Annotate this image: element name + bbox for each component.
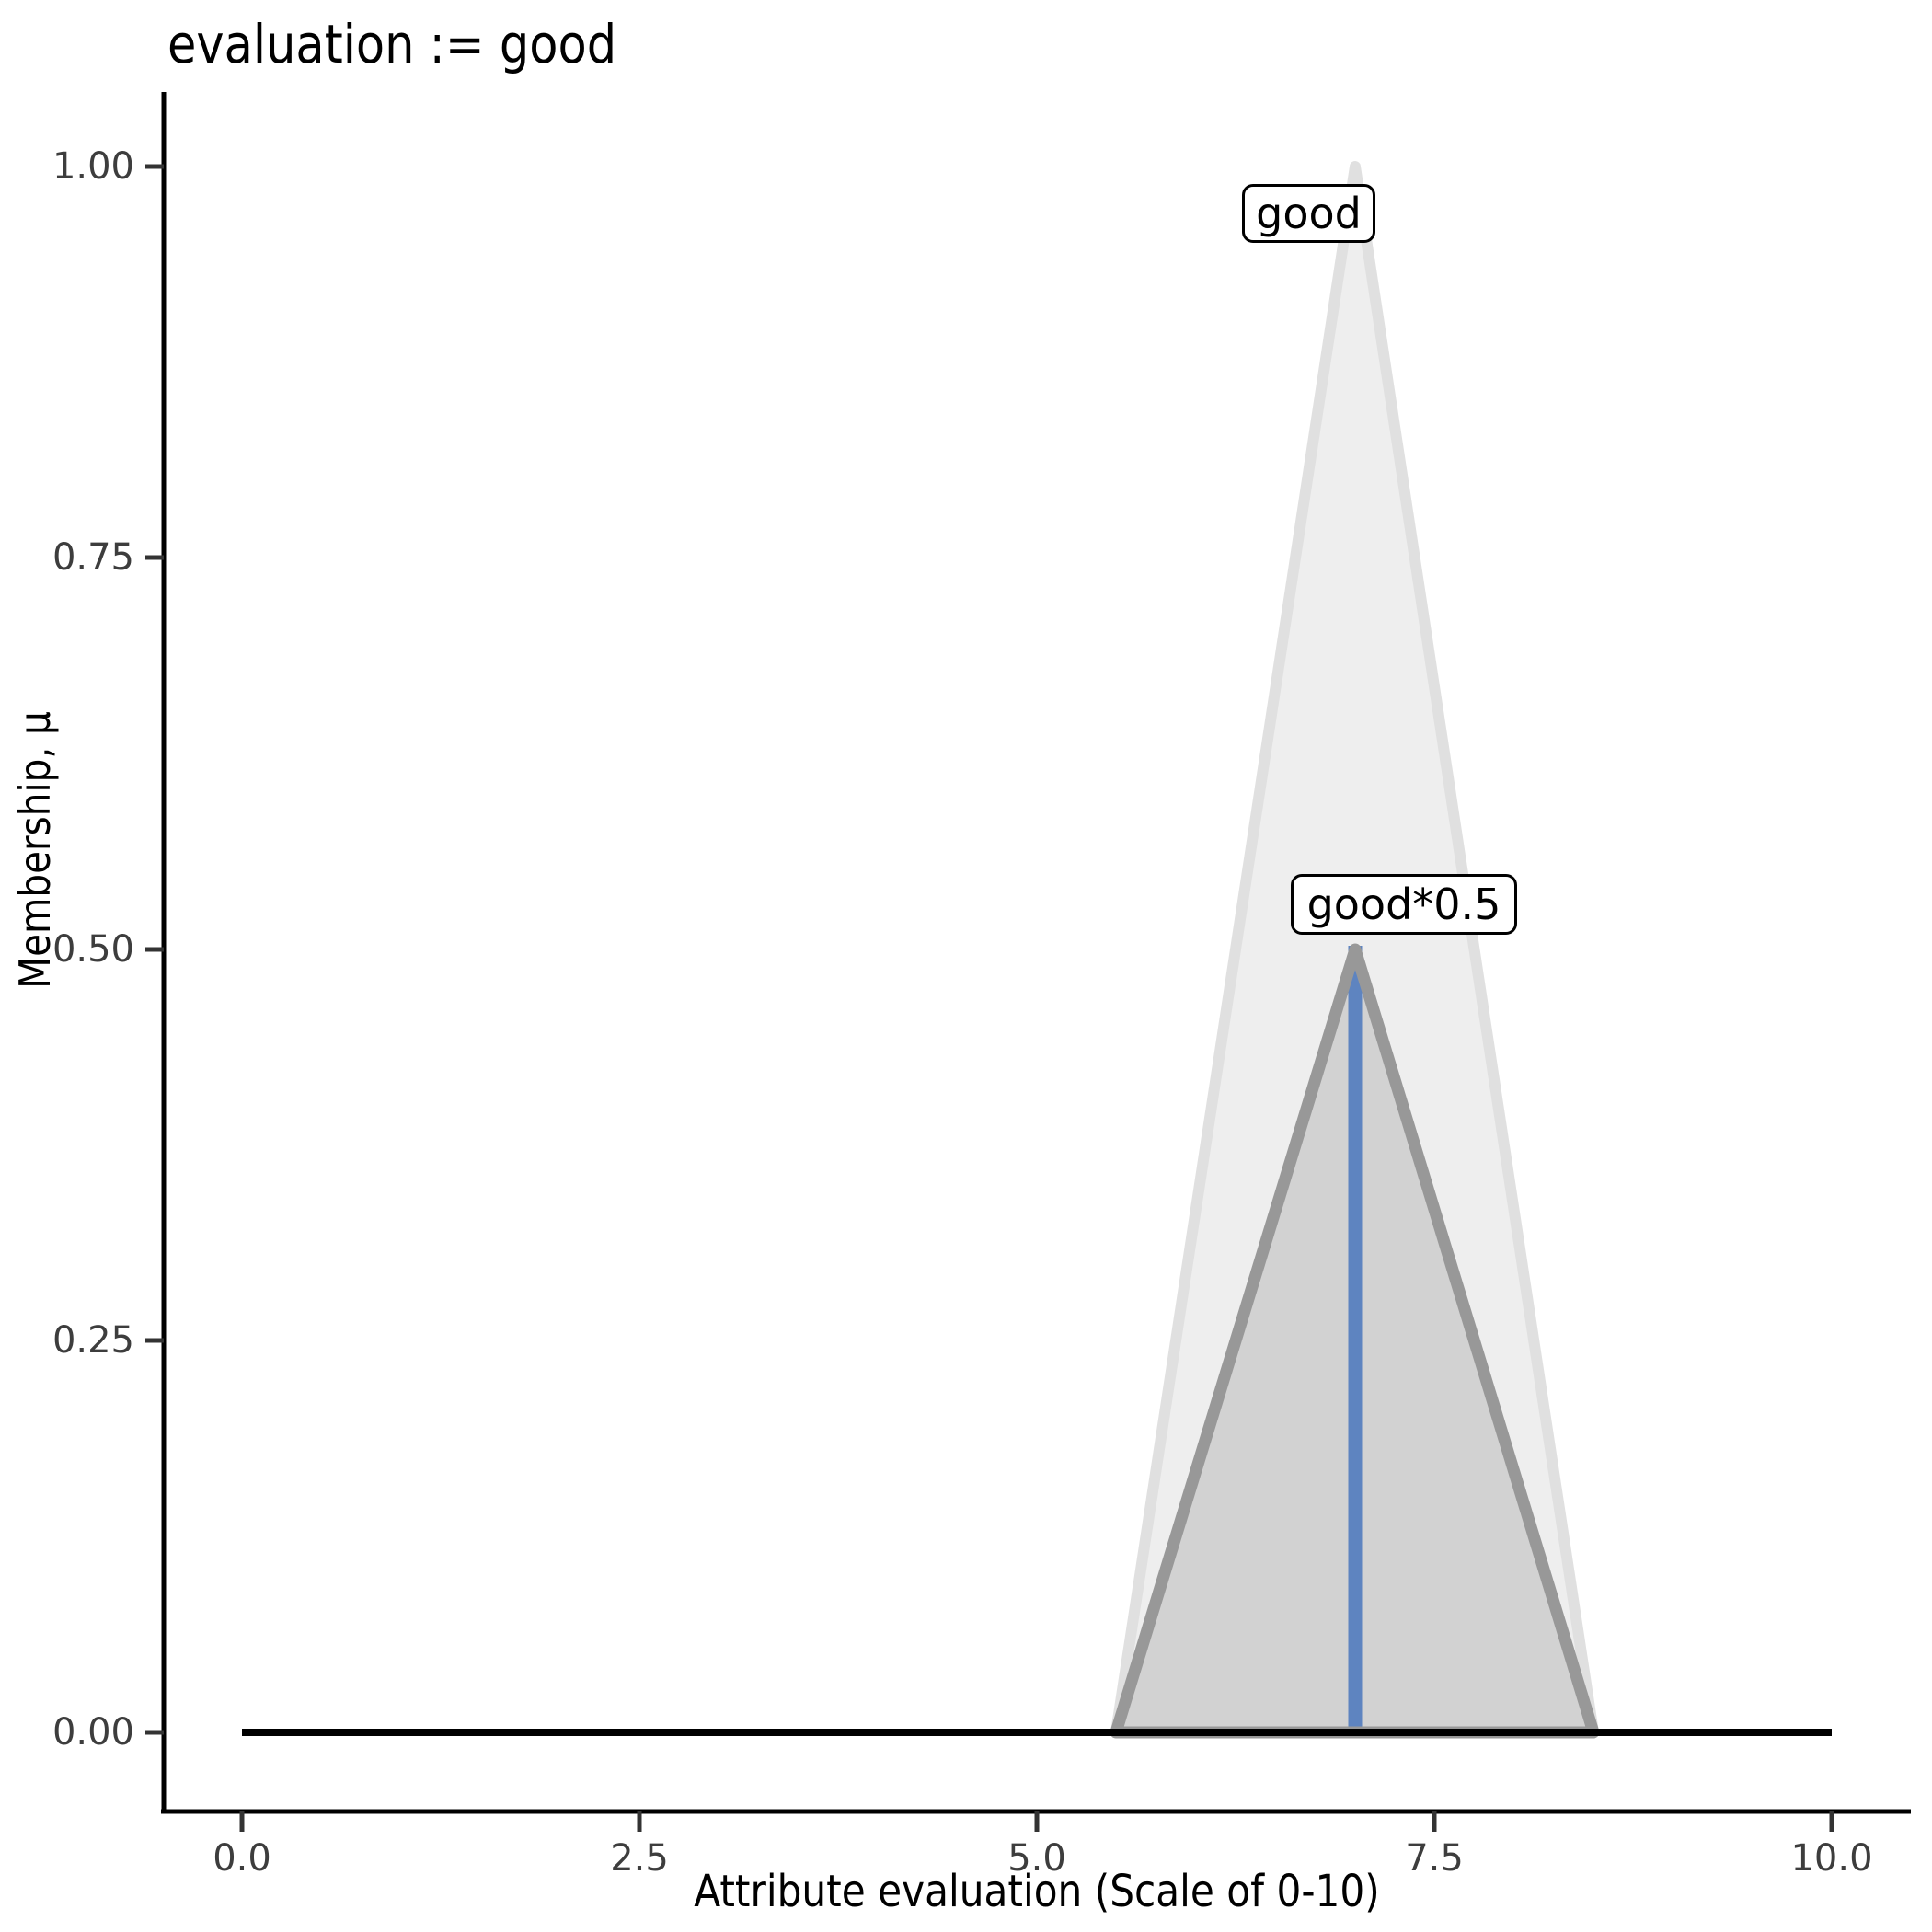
y-tick-marks	[145, 164, 164, 1735]
x-tick-label: 2.5	[610, 1837, 669, 1880]
x-axis-title: Attribute evaluation (Scale of 0-10)	[694, 1866, 1380, 1917]
plot-title: evaluation := good	[167, 13, 617, 75]
y-tick-label: 1.00	[52, 145, 134, 188]
y-tick-label: 0.50	[52, 928, 134, 971]
y-axis-title: Membership, μ	[10, 711, 60, 989]
x-tick-label: 5.0	[1007, 1837, 1066, 1880]
annotation-good: good	[1242, 184, 1375, 243]
x-tick-marks	[239, 1811, 1834, 1832]
x-tick-label: 7.5	[1405, 1837, 1464, 1880]
y-tick-label: 0.00	[52, 1711, 134, 1754]
x-tick-label: 0.0	[213, 1837, 271, 1880]
annotation-good-scaled-label: good*0.5	[1306, 880, 1501, 929]
annotation-good-scaled: good*0.5	[1291, 874, 1517, 935]
x-tick-label: 10.0	[1790, 1837, 1873, 1880]
annotation-good-label: good	[1256, 189, 1362, 238]
y-tick-label: 0.75	[52, 536, 134, 579]
y-tick-label: 0.25	[52, 1319, 134, 1362]
